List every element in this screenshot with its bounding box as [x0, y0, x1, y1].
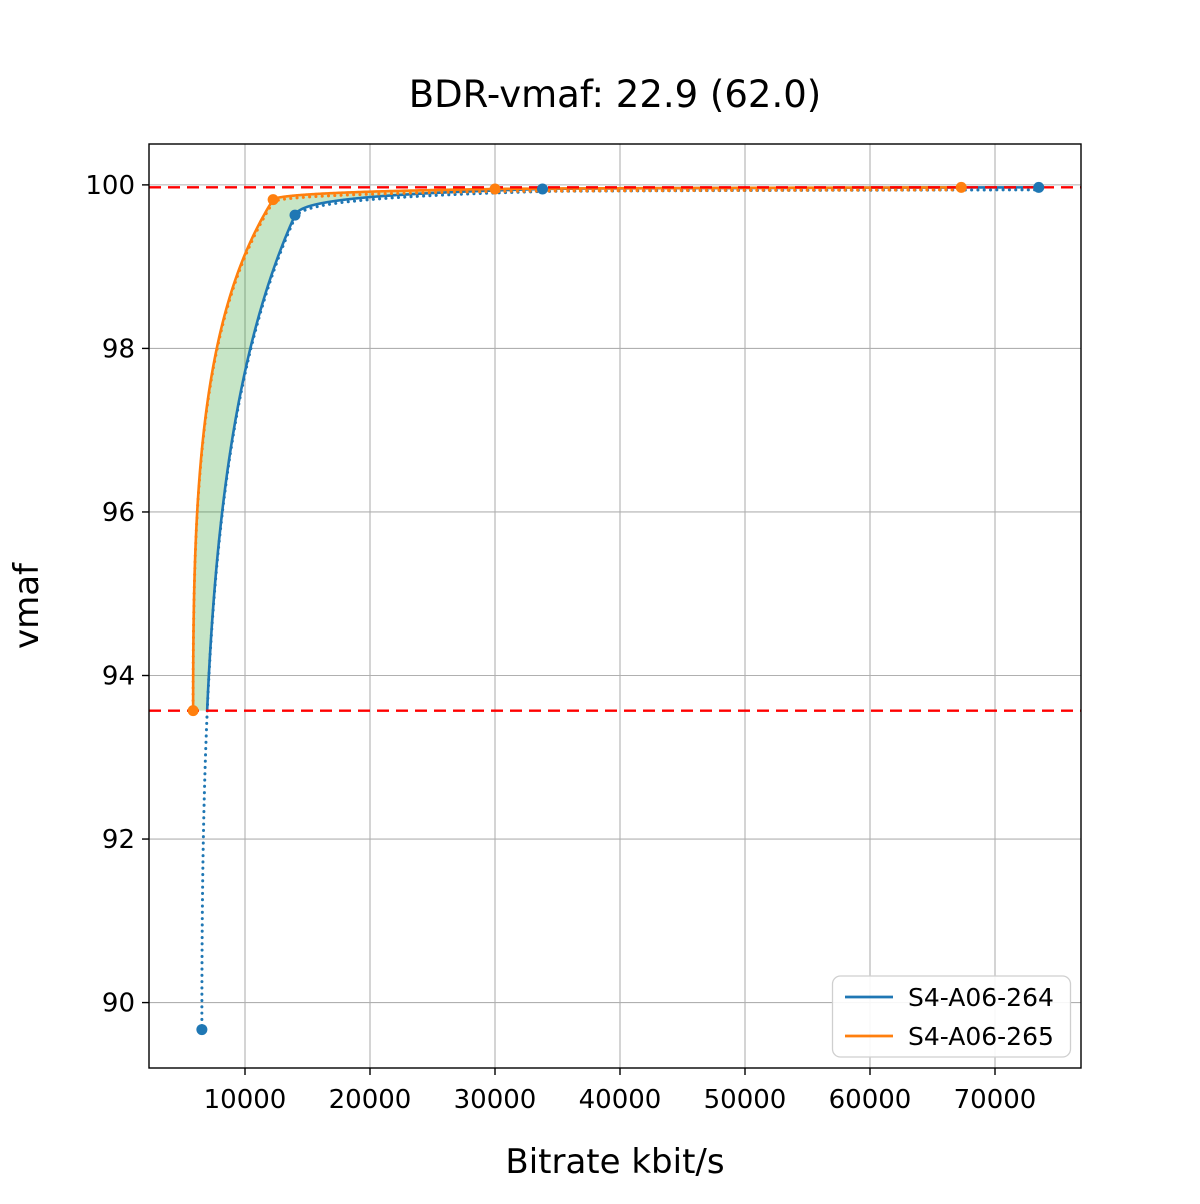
axes — [142, 143, 1082, 1075]
bd-fill-polygon — [193, 187, 962, 711]
data-point-S4-A06-264 — [289, 209, 301, 221]
chart-title: BDR-vmaf: 22.9 (62.0) — [409, 73, 821, 116]
legend-label-264: S4-A06-264 — [908, 983, 1054, 1012]
x-tick-label: 30000 — [454, 1085, 537, 1115]
series-S4-A06-264-solid-line — [205, 186, 1039, 710]
tick-labels: 10000 20000 30000 40000 50000 60000 70000 90 92 9… — [85, 171, 1036, 1115]
series-S4-A06-264-dotted-line — [200, 188, 1041, 1034]
plot-border — [148, 143, 1082, 1069]
bd-bound-lines — [149, 186, 1081, 712]
y-tick-label: 92 — [102, 825, 135, 855]
grid-lines — [149, 144, 1081, 1068]
data-point-S4-A06-265 — [489, 183, 501, 195]
data-point-S4-A06-264 — [196, 1024, 208, 1036]
legend-label-265: S4-A06-265 — [908, 1022, 1054, 1051]
bd-fill-area — [193, 187, 962, 711]
data-point-S4-A06-264 — [537, 183, 548, 195]
data-point-S4-A06-265 — [267, 194, 279, 206]
legend: S4-A06-264 S4-A06-265 — [831, 975, 1072, 1058]
data-point-S4-A06-265 — [955, 181, 967, 193]
x-tick-label: 60000 — [829, 1085, 912, 1115]
rd-curves — [191, 186, 1041, 1034]
y-tick-label: 96 — [102, 498, 135, 528]
x-tick-label: 50000 — [704, 1085, 787, 1115]
x-axis-label: Bitrate kbit/s — [505, 1142, 724, 1182]
x-tick-label: 40000 — [579, 1085, 662, 1115]
y-tick-label: 90 — [102, 989, 135, 1019]
x-tick-label: 20000 — [329, 1085, 412, 1115]
y-axis-label: vmaf — [7, 562, 47, 649]
data-point-markers — [187, 181, 1045, 1036]
data-point-S4-A06-265 — [187, 705, 199, 717]
series-S4-A06-265-solid-line — [191, 186, 962, 711]
y-tick-label: 98 — [102, 334, 135, 364]
x-tick-label: 10000 — [204, 1085, 287, 1115]
series-S4-A06-265-dotted-line — [191, 188, 963, 715]
data-point-S4-A06-264 — [1033, 181, 1045, 193]
x-tick-label: 70000 — [954, 1085, 1037, 1115]
y-tick-label: 94 — [102, 662, 135, 692]
y-tick-label: 100 — [85, 171, 135, 201]
